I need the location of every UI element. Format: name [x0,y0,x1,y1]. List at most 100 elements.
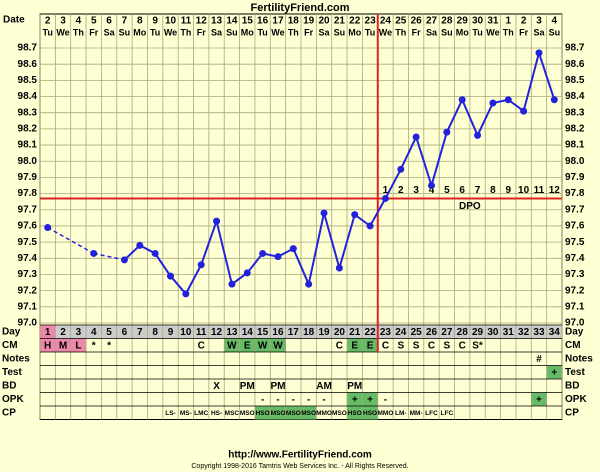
row-cell: HSO [256,410,270,417]
weekday-label: Sa [533,27,545,37]
dpo-number: 9 [505,185,511,196]
row-cell: - [292,394,295,405]
row-cell: MMO [377,410,393,417]
temp-point [351,211,359,219]
dpo-number: 7 [475,185,481,196]
row-cell: 22 [365,327,377,338]
dpo-number: 4 [429,185,435,196]
y-tick-label-right: 97.2 [565,285,585,296]
cell-highlight [347,338,363,352]
temp-point [120,256,128,264]
y-tick-label-right: 97.4 [565,253,585,264]
y-tick-label-right: 98.0 [565,156,585,167]
weekday-label: We [164,27,177,37]
row-label-right: BD [565,380,579,391]
row-cell: 6 [122,327,128,338]
weekday-label: Mo [133,27,146,37]
row-cell: + [536,394,542,405]
row-cell: PM [240,381,255,392]
y-tick-label: 98.2 [18,124,38,135]
cell-highlight [362,338,378,352]
weekday-label: We [271,27,284,37]
y-tick-label: 98.0 [18,156,38,167]
dpo-number: 8 [490,185,496,196]
cell-highlight [270,406,286,420]
y-tick-label-right: 98.5 [565,75,585,86]
row-cell: 33 [533,327,545,338]
temp-point [489,99,497,107]
weekday-label: Fr [519,27,528,37]
row-label: Test [2,367,22,378]
row-label: Day [2,326,21,337]
temp-point [474,131,482,139]
row-cell: C [336,340,343,351]
y-tick-label: 97.2 [18,285,38,296]
weekday-label: Tu [472,27,482,37]
y-tick-label-right: 97.8 [565,188,585,199]
row-cell: HSO [363,410,377,417]
dpo-number: 5 [444,185,450,196]
row-cell: MSO [286,410,301,417]
row-cell: + [367,394,373,405]
date-label: 16 [257,16,269,27]
y-tick-label: 97.9 [18,172,38,183]
temp-point [535,49,543,57]
date-label: 10 [165,16,177,27]
date-label: 23 [365,16,377,27]
row-cell: 24 [395,327,407,338]
temp-point [289,245,297,253]
row-cell: * [107,340,111,351]
date-label: 12 [196,16,208,27]
row-cell: - [261,394,264,405]
weekday-label: Su [441,27,453,37]
cell-highlight [40,325,56,339]
row-cell: - [276,394,279,405]
date-label: 13 [211,16,223,27]
temp-point [151,249,159,257]
date-label: 30 [472,16,484,27]
row-cell: MMO [316,410,332,417]
row-cell: 5 [106,327,112,338]
date-label: 3 [60,16,66,27]
date-label: 1 [505,16,511,27]
row-cell: 1 [45,327,51,338]
temp-point [550,96,558,104]
weekday-label: We [379,27,392,37]
y-tick-label-right: 98.4 [565,91,585,102]
row-cell: S [444,340,451,351]
date-label: 31 [487,16,499,27]
chart-title: FertilityFriend.com [250,2,349,14]
cell-highlight [301,406,317,420]
cell-highlight [224,338,240,352]
row-cell: 4 [91,327,97,338]
date-label: 22 [349,16,361,27]
y-tick-label-right: 98.7 [565,43,585,54]
weekday-label: Mo [456,27,469,37]
temp-point [366,222,374,230]
row-cell: MSO [332,410,347,417]
weekday-label: Tu [257,27,267,37]
dpo-number: 10 [518,185,530,196]
row-cell: 23 [380,327,392,338]
temp-point [320,209,328,217]
row-label-right: CM [565,340,581,351]
row-label-right: OPK [565,394,587,405]
row-cell: W [258,340,268,351]
date-label: 17 [272,16,284,27]
weekday-label: Sa [211,27,223,37]
weekday-label: Su [334,27,346,37]
weekday-label: We [56,27,69,37]
footer-url: http://www.FertilityFriend.com [228,450,372,461]
date-label: 11 [181,16,192,27]
cell-highlight [347,406,363,420]
temp-point [44,224,52,232]
row-cell: MS- [180,410,192,417]
row-cell: 10 [180,327,192,338]
y-tick-label: 97.8 [18,188,38,199]
weekday-label: Th [288,27,299,37]
date-label: 15 [242,16,254,27]
temp-point [197,261,205,269]
row-cell: W [227,340,237,351]
row-cell: MM- [410,410,423,417]
temp-point [443,128,451,136]
